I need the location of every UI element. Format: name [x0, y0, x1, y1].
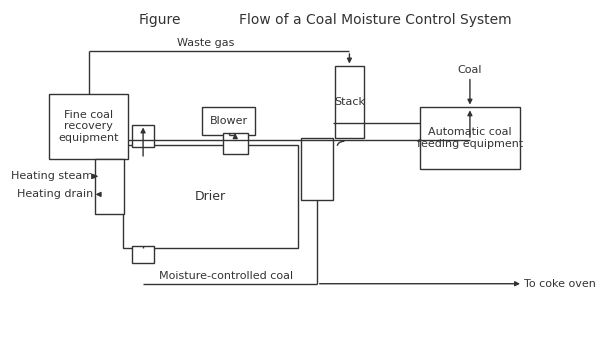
Text: Drier: Drier — [195, 190, 226, 203]
Bar — [301, 138, 333, 200]
Text: Moisture-controlled coal: Moisture-controlled coal — [159, 271, 293, 281]
Bar — [95, 159, 124, 214]
Bar — [133, 246, 154, 263]
Bar — [335, 66, 364, 138]
Text: Heating drain: Heating drain — [17, 189, 93, 199]
Text: Fine coal
recovery
equipment: Fine coal recovery equipment — [58, 110, 119, 143]
Text: To coke oven: To coke oven — [524, 279, 596, 289]
Bar — [49, 94, 128, 159]
Bar — [419, 108, 520, 169]
Text: Figure: Figure — [139, 13, 181, 27]
Text: Heating steam: Heating steam — [11, 171, 93, 181]
Bar — [133, 125, 154, 147]
Bar — [123, 145, 298, 248]
Bar — [223, 133, 248, 154]
Text: Flow of a Coal Moisture Control System: Flow of a Coal Moisture Control System — [239, 13, 512, 27]
Text: Automatic coal
feeding equipment: Automatic coal feeding equipment — [417, 128, 523, 149]
Text: Coal: Coal — [458, 65, 482, 75]
Text: Waste gas: Waste gas — [177, 38, 235, 48]
Text: Blower: Blower — [210, 116, 248, 126]
Text: Stack: Stack — [334, 97, 365, 107]
Bar — [202, 108, 256, 135]
